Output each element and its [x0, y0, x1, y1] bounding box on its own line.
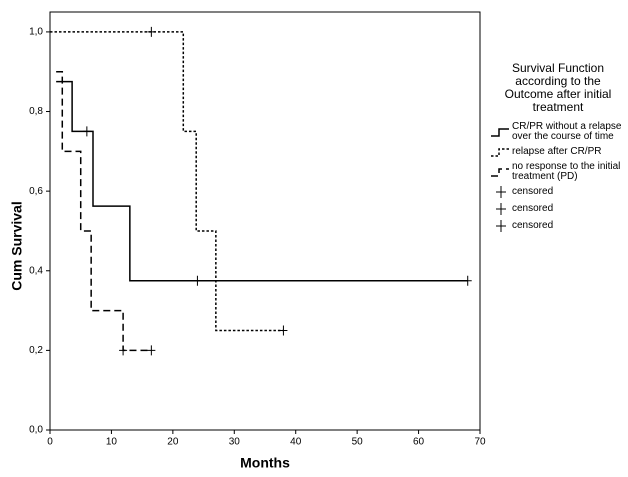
- legend-symbol: [491, 128, 509, 137]
- legend-label: censored: [512, 203, 554, 214]
- y-tick-label: 0,4: [29, 265, 43, 276]
- legend-symbol: [496, 220, 506, 232]
- legend-line: [491, 168, 509, 177]
- x-tick-label: 60: [413, 437, 425, 448]
- x-tick-label: 30: [229, 437, 241, 448]
- legend-entry: censored: [490, 202, 626, 216]
- censor-mark: [119, 345, 128, 356]
- legend-entry: relapse after CR/PR: [490, 145, 626, 159]
- censor-mark: [193, 275, 202, 286]
- legend-title: Survival Function according to the Outco…: [504, 61, 612, 114]
- y-tick-label: 1,0: [29, 27, 43, 38]
- censor-mark: [147, 26, 156, 37]
- legend-censor: [496, 220, 506, 232]
- legend-symbol: [496, 186, 506, 198]
- legend-label: relapse after CR/PR: [512, 146, 602, 157]
- legend-entry: censored: [490, 219, 626, 233]
- censor-mark: [82, 126, 91, 137]
- censor-mark: [279, 325, 288, 336]
- x-tick-label: 40: [290, 437, 302, 448]
- legend-symbol: [496, 203, 506, 215]
- legend-entry: censored: [490, 185, 626, 199]
- plot-frame: [49, 11, 481, 431]
- legend-entry: no response to the initial treatment (PD…: [490, 162, 626, 182]
- legend-censor: [496, 203, 506, 215]
- x-tick-label: 50: [352, 437, 364, 448]
- legend-symbol: [491, 148, 509, 157]
- survival-curve: [50, 31, 284, 332]
- legend: Survival Function according to the Outco…: [490, 62, 626, 236]
- x-tick-label: 20: [167, 437, 179, 448]
- legend-label: censored: [512, 220, 554, 231]
- legend-line: [491, 128, 509, 137]
- censor-mark: [463, 275, 472, 286]
- x-axis-label: Months: [240, 455, 290, 471]
- x-tick-label: 70: [474, 437, 486, 448]
- survival-curve: [56, 70, 152, 352]
- survival-curve: [56, 80, 468, 282]
- y-tick-label: 0,0: [29, 425, 43, 436]
- x-tick-label: 10: [106, 437, 118, 448]
- legend-label: no response to the initial treatment (PD…: [512, 161, 621, 182]
- censor-mark: [147, 345, 156, 356]
- x-tick-label: 0: [47, 437, 53, 448]
- y-tick-label: 0,6: [29, 186, 43, 197]
- y-tick-label: 0,2: [29, 345, 43, 356]
- legend-line: [491, 148, 509, 157]
- legend-label: censored: [512, 186, 554, 197]
- y-axis-label: Cum Survival: [9, 201, 25, 290]
- legend-label: CR/PR without a relapse over the course …: [512, 121, 622, 142]
- legend-symbol: [491, 168, 509, 177]
- legend-entry: CR/PR without a relapse over the course …: [490, 122, 626, 142]
- legend-censor: [496, 186, 506, 198]
- y-tick-label: 0,8: [29, 106, 43, 117]
